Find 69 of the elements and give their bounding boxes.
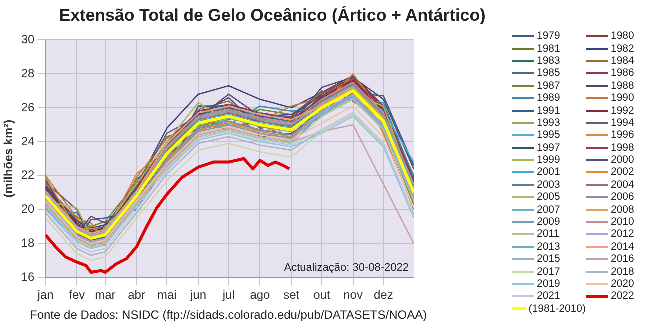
y-tick-label: 20 — [21, 202, 36, 216]
legend-label: 1984 — [611, 54, 634, 67]
legend-label: 1992 — [611, 104, 634, 117]
legend-label: (1981-2010) — [528, 302, 586, 315]
source-note: Fonte de Dados: NSIDC (ftp://sidads.colorado.edu/pub/DATASETS/NOAA) — [30, 308, 428, 322]
legend-label: 2003 — [537, 178, 560, 191]
legend-label: 2013 — [537, 240, 560, 253]
y-axis-title: (milhões km²) — [2, 120, 16, 198]
legend-label: 1980 — [611, 30, 634, 42]
legend-label: 1988 — [611, 80, 634, 92]
legend-label: 2022 — [611, 290, 634, 302]
x-tick-label: jul — [222, 288, 235, 302]
legend-label: 2016 — [611, 253, 634, 266]
legend-label: 2015 — [537, 253, 560, 266]
annotation: Actualização: 30-08-2022 — [284, 262, 409, 274]
y-tick-label: 16 — [21, 270, 36, 284]
x-tick-label: mai — [157, 288, 177, 302]
legend-label: 2010 — [611, 216, 634, 228]
legend-label: 2017 — [537, 266, 560, 278]
x-tick-label: mar — [95, 288, 116, 302]
legend-label: 1991 — [537, 104, 560, 117]
legend-label: 1996 — [611, 129, 634, 142]
legend-label: 1981 — [537, 42, 560, 55]
y-tick-label: 28 — [21, 66, 36, 80]
legend-label: 2019 — [537, 278, 560, 290]
x-tick-label: ago — [250, 288, 271, 302]
legend-label: 2018 — [611, 266, 634, 278]
legend-label: 1983 — [537, 54, 560, 67]
y-tick-label: 18 — [21, 236, 36, 250]
legend-label: 1995 — [537, 129, 560, 142]
legend-label: 2012 — [611, 228, 634, 240]
legend-label: 1993 — [537, 116, 560, 129]
legend-label: 2006 — [611, 191, 634, 204]
legend-label: 2008 — [611, 204, 634, 216]
legend-label: 2001 — [537, 166, 560, 178]
legend-label: 1986 — [611, 67, 634, 80]
legend-label: 2011 — [537, 228, 560, 240]
legend-label: 1989 — [537, 92, 560, 104]
legend-label: 2005 — [537, 191, 560, 204]
legend-label: 1998 — [611, 142, 634, 154]
legend-label: 1985 — [537, 67, 560, 80]
x-tick-label: fev — [69, 288, 86, 302]
y-tick-label: 30 — [21, 32, 36, 47]
legend-label: 1979 — [537, 30, 560, 42]
legend-label: 1990 — [611, 92, 634, 104]
y-tick-label: 26 — [21, 100, 36, 114]
legend-label: 1999 — [537, 154, 560, 166]
legend-label: 2021 — [537, 290, 560, 302]
chart-title: Extensão Total de Gelo Oceânico (Ártico + Antártico) — [58, 6, 487, 26]
x-tick-label: abr — [128, 288, 146, 302]
x-tick-label: jun — [190, 288, 207, 302]
legend-label: 1987 — [537, 80, 560, 92]
legend-label: 2020 — [611, 278, 634, 290]
y-tick-label: 22 — [21, 168, 36, 182]
legend-label: 2004 — [611, 178, 634, 191]
x-tick-label: set — [284, 288, 300, 302]
legend-label: 2014 — [611, 240, 634, 253]
y-tick-label: 24 — [21, 134, 36, 148]
legend-label: 2000 — [611, 154, 634, 166]
x-tick-label: jan — [36, 288, 54, 302]
x-tick-label: dez — [374, 288, 394, 302]
x-tick-label: nov — [344, 288, 363, 302]
x-tick-label: out — [314, 288, 331, 302]
legend-label: 1997 — [537, 142, 560, 154]
legend-label: 2002 — [611, 166, 634, 178]
legend-label: 1994 — [611, 116, 634, 129]
legend-label: 2009 — [537, 216, 560, 228]
legend-label: 1982 — [611, 42, 634, 55]
legend-label: 2007 — [537, 204, 560, 216]
